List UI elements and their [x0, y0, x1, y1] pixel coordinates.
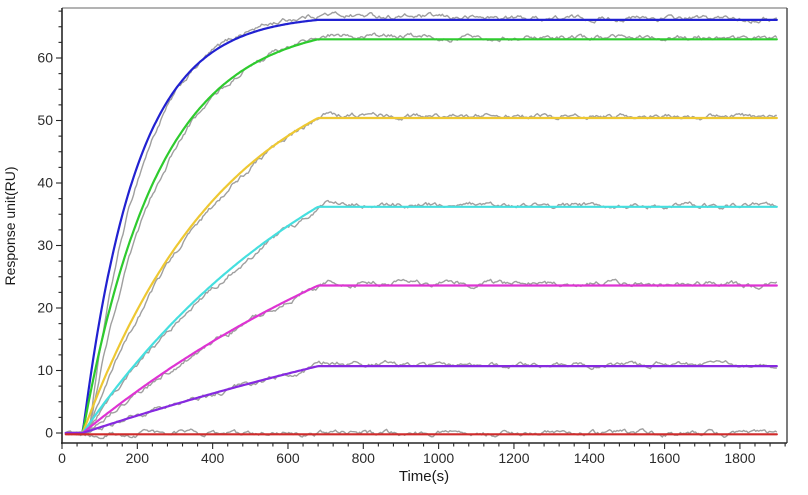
raw-trace-magenta [65, 278, 778, 437]
raw-trace-yellow [65, 111, 777, 437]
raw-trace-cyan [65, 199, 778, 434]
fit-curve-magenta [64, 284, 778, 435]
axes-layer: 0 200 400 600 800 1000 1200 1400 1600 1800 0 10 20 30… [37, 7, 788, 466]
y-tick-label: 0 [45, 425, 53, 441]
x-tick-label: 0 [58, 450, 66, 466]
x-tick-label: 1200 [498, 450, 529, 466]
x-tick-label: 1600 [649, 450, 680, 466]
x-tick-label: 400 [201, 450, 225, 466]
fit-curve-blue [64, 18, 778, 435]
x-axis-title: Time(s) [399, 468, 449, 485]
x-tick-label: 1400 [574, 450, 605, 466]
y-tick-label: 40 [37, 175, 53, 191]
x-tick-label: 800 [352, 450, 376, 466]
fit-curve-purple [64, 365, 778, 435]
fit-curve-green [64, 38, 778, 435]
y-axis-title: Response unit(RU) [2, 166, 18, 285]
fit-curves-layer [64, 18, 778, 436]
y-tick-label: 60 [37, 50, 53, 66]
y-tick-label: 50 [37, 112, 53, 128]
fit-curve-cyan [64, 205, 778, 435]
fit-curve-yellow [64, 116, 778, 435]
x-tick-label: 200 [126, 450, 150, 466]
x-tick-label: 600 [276, 450, 300, 466]
x-tick-label: 1000 [423, 450, 454, 466]
x-tick-label: 1800 [724, 450, 755, 466]
y-tick-label: 20 [37, 300, 53, 316]
y-tick-label: 10 [37, 362, 53, 378]
raw-traces-layer [65, 11, 778, 440]
y-tick-label: 30 [37, 237, 53, 253]
